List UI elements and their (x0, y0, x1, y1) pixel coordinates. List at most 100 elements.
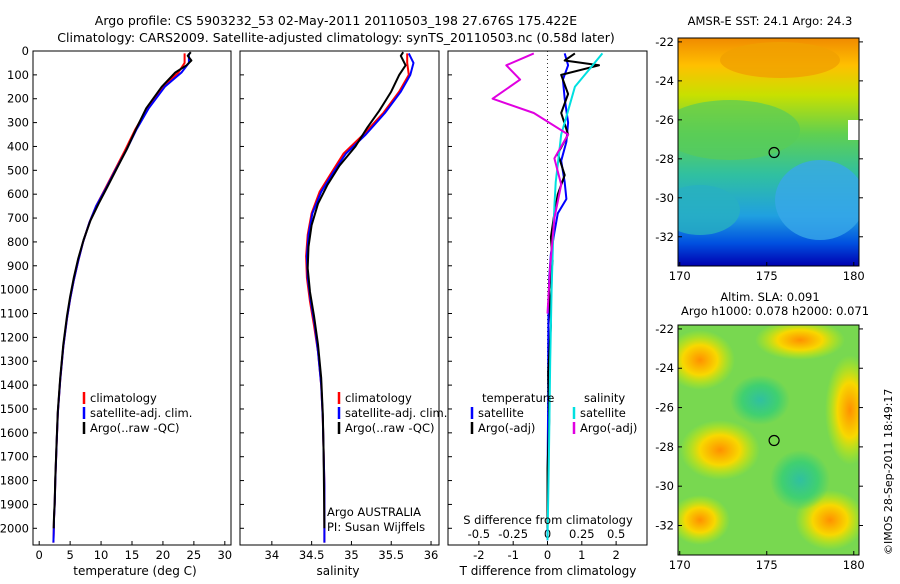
difference-xtick-label: 1 (578, 548, 585, 562)
sst-map-image (678, 38, 859, 266)
temperature-xtick-label: 10 (94, 548, 109, 562)
sst-argo-location-marker (768, 146, 780, 159)
salinity-xtick-label: 34.5 (299, 548, 325, 562)
imos-stamp: ©IMOS 28-Sep-2011 18:49:17 (882, 389, 895, 555)
depth-tick-label: 1700 (0, 450, 29, 464)
depth-tick-label: 1900 (0, 497, 29, 511)
depth-tick-label: 2000 (0, 521, 29, 535)
sst_map-lon-label: 175 (756, 269, 778, 283)
sst-map-axes: 170 175 180 -22 -24 -26 -28 -30 -32 (655, 35, 865, 283)
sst-map-frame (677, 37, 860, 267)
s-difference-tick-label: 0.25 (569, 527, 595, 541)
sla-map-image (678, 325, 859, 555)
depth-tick-label: 900 (7, 259, 29, 273)
temperature-series-satellite-adj-clim- (52, 53, 190, 543)
difference-xtick-label: 2 (612, 548, 619, 562)
legend-t-satellite: satellite (478, 406, 524, 420)
depth-tick-label: 0 (22, 44, 29, 58)
salinity-xtick-label: 35.5 (378, 548, 404, 562)
depth-tick-label: 1300 (0, 354, 29, 368)
difference-series-s-satellite (546, 52, 604, 541)
salinity-xtick-label: 34 (265, 548, 280, 562)
depth-tick-label: 800 (7, 235, 29, 249)
sla_map-lat-label: -24 (655, 361, 674, 375)
sst-map-title: AMSR-E SST: 24.1 Argo: 24.3 (688, 14, 853, 28)
s-difference-tick-label: 0.5 (607, 527, 625, 541)
sla-high-patch (825, 355, 859, 465)
legend-t-argo: Argo(-adj) (478, 421, 535, 435)
legend-s-satellite: satellite (580, 406, 626, 420)
difference-series-s-argo-adj- (491, 52, 570, 314)
sla-argo-location-marker (768, 434, 780, 447)
sla_map-lon-label: 170 (669, 558, 691, 572)
depth-tick-label: 100 (7, 68, 29, 82)
sla_map-lat-label: -28 (655, 440, 674, 454)
legend-temperature-title: temperature (482, 391, 554, 405)
salinity-series-argo-raw-qc- (306, 51, 407, 529)
argo-program-label: Argo AUSTRALIA (327, 505, 421, 519)
legend-argo: Argo(..raw -QC) (90, 421, 180, 435)
salinity-xlabel: salinity (316, 564, 359, 578)
s-difference-tick-label: -0.25 (498, 527, 528, 541)
sst-patch (775, 160, 859, 240)
difference-xlabel: T difference from climatology (459, 564, 637, 578)
temperature-xlabel: temperature (deg C) (73, 564, 196, 578)
salinity-xtick-label: 35 (344, 548, 359, 562)
depth-tick-label: 1000 (0, 283, 29, 297)
sla-map-frame (677, 324, 860, 556)
depth-tick-label: 600 (7, 187, 29, 201)
sst_map-lat-label: -32 (655, 230, 674, 244)
temperature-series-argo-raw-qc- (52, 51, 193, 529)
sst_map-lat-label: -26 (655, 113, 674, 127)
sst_map-lat-label: -28 (655, 152, 674, 166)
legend-salinity-title: salinity (584, 391, 625, 405)
sla-high-patch (680, 420, 760, 480)
sst-patch (678, 100, 800, 160)
temperature-series-climatology (52, 53, 186, 543)
axes-group: 0 5 10 15 20 25 300100200300400500600700800900… (0, 44, 625, 562)
difference-xtick-label: 0 (544, 548, 551, 562)
legend-climatology: climatology (345, 391, 412, 405)
depth-tick-label: 1200 (0, 330, 29, 344)
difference-xtick-label: -2 (473, 548, 484, 562)
depth-tick-label: 700 (7, 211, 29, 225)
depth-tick-label: 1800 (0, 474, 29, 488)
temperature-xtick-label: 20 (156, 548, 171, 562)
legend-climatology: climatology (90, 391, 157, 405)
figure-title-line1: Argo profile: CS 5903232_53 02-May-2011 … (95, 13, 578, 28)
sla_map-lat-label: -30 (655, 479, 674, 493)
depth-tick-label: 1400 (0, 378, 29, 392)
sst_map-lat-label: -30 (655, 191, 674, 205)
salinity-legend: climatology satellite-adj. clim. Argo(..… (337, 391, 447, 435)
difference-series-t-argo-adj- (546, 52, 600, 529)
sla-high-patch (678, 330, 735, 390)
temperature-legend: climatology satellite-adj. clim. Argo(..… (82, 391, 192, 435)
temperature-panel-frame (32, 50, 232, 546)
sla-low-patch (730, 375, 790, 425)
temperature-xtick-label: 30 (217, 548, 232, 562)
salinity-xtick-label: 36 (424, 548, 439, 562)
sst_map-lat-label: -24 (655, 74, 674, 88)
temperature-xtick-label: 25 (187, 548, 202, 562)
sst_map-lon-label: 180 (843, 269, 865, 283)
legend-s-argo: Argo(-adj) (580, 421, 637, 435)
difference-xlabel-top: S difference from climatology (463, 513, 633, 527)
difference-xtick-label: -1 (507, 548, 518, 562)
sla-high-patch (755, 325, 845, 360)
salinity-panel-frame (239, 50, 440, 546)
salinity-series-climatology (305, 53, 410, 543)
difference-legend: temperature satellite Argo(-adj) salinit… (470, 391, 637, 435)
temperature-xtick-label: 15 (125, 548, 140, 562)
temperature-xtick-label: 5 (66, 548, 73, 562)
depth-tick-label: 300 (7, 116, 29, 130)
sla_map-lon-label: 180 (843, 558, 865, 572)
temperature-xtick-label: 0 (36, 548, 43, 562)
depth-tick-label: 400 (7, 139, 29, 153)
legend-argo: Argo(..raw -QC) (345, 421, 435, 435)
sla-low-patch (770, 450, 830, 510)
sla_map-lat-label: -26 (655, 401, 674, 415)
sst-patch (678, 185, 740, 235)
sst-missing-cell (848, 120, 859, 140)
